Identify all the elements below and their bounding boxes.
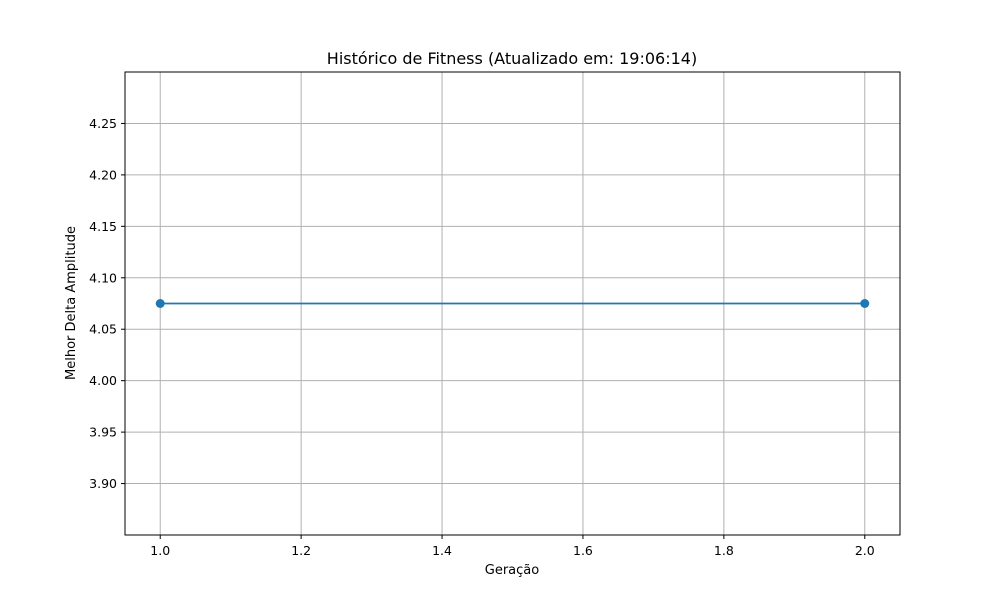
series-group [155,299,870,308]
data-point [860,299,870,308]
y-tick-label: 3.95 [89,425,117,440]
x-tick-label: 1.8 [714,543,734,558]
x-tick-label: 2.0 [855,543,875,558]
x-axis-label: Geração [485,563,539,578]
plot-area-frame [124,71,901,536]
y-tick-label: 4.25 [89,116,117,131]
y-tick-label: 4.20 [89,167,117,182]
y-tick-label: 4.10 [89,270,117,285]
y-tick-label: 4.00 [89,373,117,388]
x-tick-label: 1.2 [291,543,311,558]
y-axis-label: Melhor Delta Amplitude [64,226,79,380]
x-tick-label: 1.4 [432,543,452,558]
y-tick-label: 4.05 [89,322,117,337]
x-tick-label: 1.6 [573,543,593,558]
y-tick-label: 3.90 [89,476,117,491]
chart-title: Histórico de Fitness (Atualizado em: 19:… [327,49,697,68]
data-point [155,299,165,308]
axis-ticks: 1.0 1.2 1.4 1.6 1.8 2.0 3.90 3.95 4.00 4.05 4.10 4.… [89,116,875,558]
y-tick-label: 4.15 [89,219,117,234]
x-tick-label: 1.0 [150,543,170,558]
